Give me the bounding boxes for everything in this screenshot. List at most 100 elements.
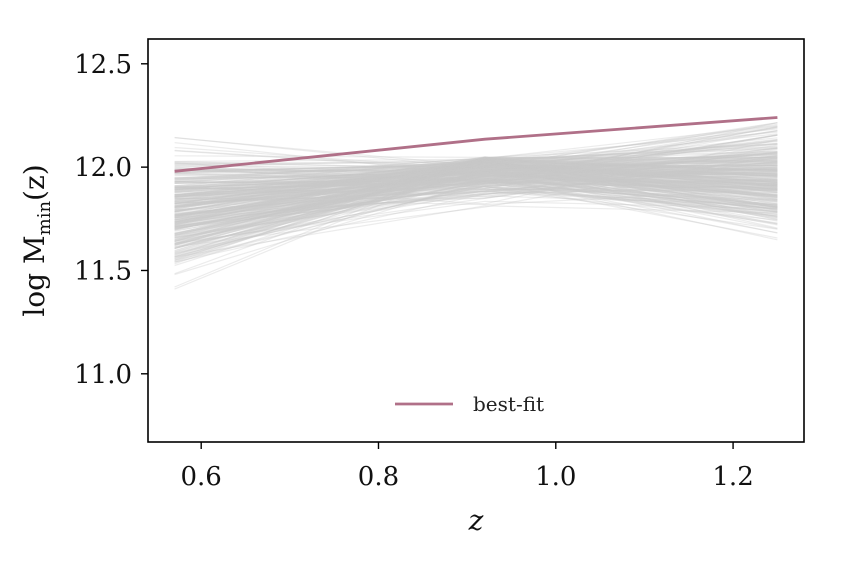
sample-line	[174, 166, 778, 201]
sample-line	[174, 146, 778, 185]
sample-line	[174, 156, 778, 265]
sample-line	[174, 122, 778, 231]
sample-line	[174, 157, 778, 198]
sample-line	[174, 122, 778, 228]
sample-line	[174, 171, 778, 258]
sample-line	[174, 162, 778, 194]
sample-line	[174, 178, 778, 206]
x-tick-label: 0.8	[358, 462, 399, 492]
sample-line	[174, 126, 778, 227]
sample-line	[174, 160, 778, 212]
sample-line	[174, 157, 778, 226]
sample-line	[174, 169, 778, 226]
sample-line	[174, 169, 778, 219]
sample-line	[174, 162, 778, 190]
sample-line	[174, 189, 778, 229]
sample-line	[174, 174, 778, 207]
sample-line	[174, 181, 778, 239]
sample-line	[174, 143, 778, 189]
sample-line	[174, 162, 778, 246]
sample-line	[174, 123, 778, 208]
sample-line	[174, 160, 778, 222]
sample-line	[174, 156, 778, 235]
sample-line	[174, 200, 778, 244]
sample-line	[174, 149, 778, 206]
sample-line	[174, 164, 778, 244]
sample-line	[174, 175, 778, 211]
sample-line	[174, 159, 778, 204]
sample-line	[174, 166, 778, 224]
sample-line	[174, 159, 778, 211]
sample-line	[174, 130, 778, 250]
y-tick-label: 11.5	[74, 256, 132, 286]
sample-line	[174, 181, 778, 213]
y-axis-label-tail: (z)	[18, 164, 51, 201]
sample-line	[174, 147, 778, 190]
sample-line	[174, 159, 778, 275]
sample-line	[174, 139, 778, 208]
sample-line	[174, 149, 778, 263]
sample-line	[174, 145, 778, 211]
sample-line	[174, 180, 778, 198]
sample-line	[174, 175, 778, 207]
sample-line	[174, 176, 778, 187]
sample-line	[174, 167, 778, 197]
sample-line	[174, 188, 778, 216]
sample-line	[174, 171, 778, 198]
sample-line	[174, 134, 778, 217]
sample-line	[174, 172, 778, 185]
sample-line	[174, 158, 778, 237]
sample-line	[174, 151, 778, 197]
sample-line	[174, 129, 778, 208]
sample-line	[174, 173, 778, 228]
sample-line	[174, 164, 778, 226]
sample-line	[174, 161, 778, 186]
sample-line	[174, 164, 778, 227]
sample-line	[174, 160, 778, 235]
sample-line	[174, 152, 778, 180]
y-tick-label: 12.0	[74, 153, 132, 183]
sample-line	[174, 169, 778, 208]
sample-line	[174, 165, 778, 245]
sample-line	[174, 160, 778, 221]
best-fit-line	[174, 116, 778, 173]
sample-line	[174, 158, 778, 241]
sample-line	[174, 176, 778, 228]
sample-line	[174, 157, 778, 259]
sample-line	[174, 151, 778, 183]
sample-line	[174, 158, 778, 212]
sample-line	[174, 140, 778, 230]
sample-line	[174, 159, 778, 175]
sample-line	[174, 158, 778, 213]
sample-line	[174, 158, 778, 213]
sample-line	[174, 134, 778, 190]
sample-line	[174, 185, 778, 254]
sample-line	[174, 179, 778, 238]
sample-line	[174, 147, 778, 224]
sample-line	[174, 188, 778, 206]
sample-line	[174, 142, 778, 187]
sample-line	[174, 159, 778, 209]
sample-line	[174, 157, 778, 261]
sample-line	[174, 162, 778, 205]
sample-line	[174, 180, 778, 276]
sample-line	[174, 128, 778, 231]
sample-line	[174, 172, 778, 198]
sample-line	[174, 134, 778, 231]
sample-line	[174, 179, 778, 263]
sample-line	[174, 157, 778, 181]
sample-line	[174, 143, 778, 242]
sample-line	[174, 195, 778, 219]
sample-line	[174, 159, 778, 242]
y-axis-ticks: 11.0 11.5 12.0 12.5	[74, 50, 148, 390]
plot-frame	[147, 38, 805, 443]
sample-line	[174, 168, 778, 192]
x-tick-label: 0.6	[181, 462, 222, 492]
sample-line	[174, 160, 778, 202]
sample-line	[174, 172, 778, 182]
sample-line	[174, 156, 778, 215]
sample-line	[174, 165, 778, 206]
sample-line	[174, 159, 778, 216]
sample-line	[174, 162, 778, 239]
sample-line	[174, 136, 778, 200]
